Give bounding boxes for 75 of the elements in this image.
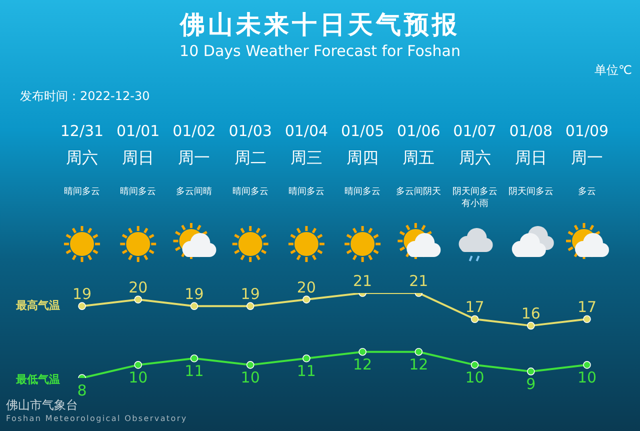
data-label: 17 bbox=[465, 298, 484, 316]
text: Foshan Meteorological Observatory bbox=[6, 414, 188, 423]
point bbox=[470, 361, 479, 369]
data-label: 19 bbox=[72, 285, 92, 304]
x-tick-label: 12/31 bbox=[60, 122, 104, 140]
point bbox=[134, 296, 142, 304]
text: 单位℃ bbox=[594, 62, 632, 79]
text: 多云 bbox=[578, 186, 596, 197]
point bbox=[190, 302, 198, 310]
x-tick-label: 01/06 bbox=[397, 122, 440, 140]
text: 佛山市气象台 bbox=[6, 397, 78, 414]
series-label: 最高气温 bbox=[16, 298, 60, 313]
text: 多云间晴 bbox=[176, 186, 212, 197]
data-label: 20 bbox=[296, 278, 316, 297]
data-label: 11 bbox=[296, 362, 316, 380]
x-tick-label: 01/07 bbox=[453, 122, 496, 140]
data-label: 19 bbox=[240, 285, 260, 304]
point bbox=[302, 354, 310, 362]
text: 晴间多云 bbox=[64, 186, 100, 197]
point bbox=[470, 315, 479, 324]
data-label: 10 bbox=[465, 368, 484, 387]
text: 多云间阴天 bbox=[396, 186, 442, 197]
text: 晴间多云 bbox=[120, 186, 156, 197]
text: 晴间多云 bbox=[232, 186, 268, 197]
data-label: 21 bbox=[353, 272, 372, 290]
text: 阴天间多云有小雨 bbox=[452, 186, 498, 209]
text: 晴间多云 bbox=[288, 186, 324, 197]
point bbox=[526, 368, 535, 376]
data-label: 12 bbox=[409, 355, 428, 374]
data-label: 10 bbox=[577, 368, 597, 387]
text: 周一 bbox=[571, 148, 603, 167]
data-label: 17 bbox=[577, 298, 597, 316]
data-label: 10 bbox=[240, 368, 260, 387]
data-label: 9 bbox=[526, 375, 536, 394]
data-label: 19 bbox=[184, 285, 204, 304]
text: 发布时间：2022-12-30 bbox=[20, 88, 150, 105]
point bbox=[78, 302, 86, 310]
x-tick-label: 01/03 bbox=[228, 122, 272, 140]
point bbox=[246, 361, 254, 369]
point bbox=[246, 302, 254, 310]
series-label: 最低气温 bbox=[16, 372, 60, 387]
text: 周五 bbox=[402, 148, 435, 167]
data-label: 16 bbox=[521, 304, 540, 323]
x-tick-label: 01/02 bbox=[172, 122, 216, 140]
text: 周六 bbox=[66, 148, 98, 167]
chart-title: 佛山未来十日天气预报 bbox=[178, 9, 461, 41]
text: 周二 bbox=[234, 148, 266, 167]
point bbox=[190, 354, 198, 362]
x-tick-label: 01/04 bbox=[284, 122, 328, 140]
data-label: 21 bbox=[409, 272, 428, 290]
x-tick-label: 01/05 bbox=[340, 122, 384, 140]
data-label: 10 bbox=[128, 368, 148, 387]
point bbox=[414, 348, 423, 356]
text: 周四 bbox=[346, 148, 379, 167]
x-tick-label: 01/08 bbox=[509, 122, 553, 140]
x-tick-label: 01/09 bbox=[565, 122, 609, 140]
point bbox=[583, 361, 591, 369]
data-label: 20 bbox=[128, 278, 148, 297]
data-label: 8 bbox=[77, 382, 87, 400]
text: 晴间多云 bbox=[344, 186, 381, 197]
data-label: 12 bbox=[353, 355, 372, 374]
chart-subtitle: 10 Days Weather Forecast for Foshan bbox=[178, 42, 462, 60]
point bbox=[526, 322, 535, 330]
text: 周日 bbox=[122, 148, 154, 167]
point bbox=[302, 296, 310, 304]
x-tick-label: 01/01 bbox=[116, 122, 160, 140]
point bbox=[583, 315, 591, 324]
point bbox=[134, 361, 142, 369]
text: 周日 bbox=[514, 148, 547, 167]
text: 阴天间多云 bbox=[508, 186, 554, 197]
text: 周三 bbox=[290, 148, 322, 167]
text: 周一 bbox=[178, 148, 210, 167]
data-label: 11 bbox=[184, 362, 204, 380]
text: 周六 bbox=[458, 148, 491, 167]
point bbox=[358, 348, 366, 356]
